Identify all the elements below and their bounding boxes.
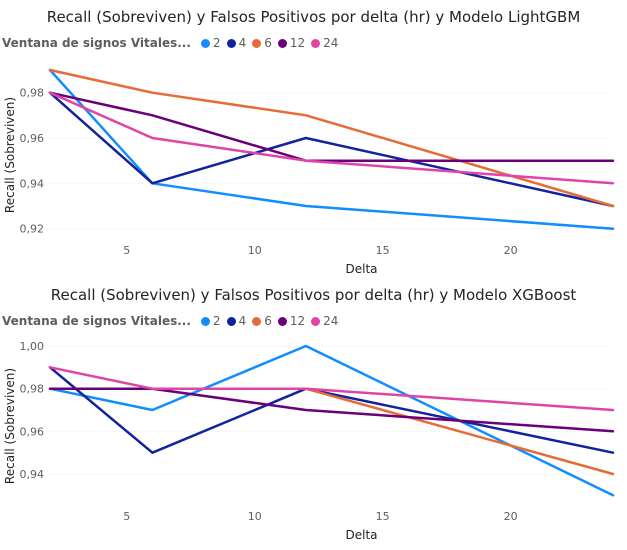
series-line-24 — [48, 366, 615, 412]
legend-label: 4 — [238, 314, 247, 328]
legend-item[interactable]: 2 — [200, 314, 221, 328]
legend-label: 4 — [238, 36, 247, 50]
line-chart-plot: 0,92 0,94 0,96 0,98 5 10 15 20 Delta Recall (Sobr… — [3, 68, 615, 276]
legend-item[interactable]: 24 — [311, 314, 338, 328]
legend-marker — [311, 316, 321, 326]
legend-label: 12 — [289, 36, 306, 50]
legend-label: 24 — [323, 314, 339, 328]
chart-title: Recall (Sobreviven) y Falsos Positivos p… — [50, 286, 577, 304]
x-tick-label: 20 — [504, 244, 518, 257]
y-tick-label: 0,94 — [20, 177, 45, 190]
y-tick-label: 0,96 — [20, 132, 45, 145]
x-axis-label: Delta — [345, 528, 377, 542]
y-axis-label: Recall (Sobreviven) — [3, 368, 17, 484]
legend-marker — [277, 316, 287, 326]
legend-item[interactable]: 12 — [277, 36, 306, 50]
legend-title: Ventana de signos Vitales... — [2, 314, 191, 328]
y-tick-label: 0,92 — [20, 223, 45, 236]
series-line-24 — [48, 91, 615, 185]
x-axis-label: Delta — [345, 262, 377, 276]
legend-item[interactable]: 6 — [252, 314, 272, 328]
legend-item[interactable]: 12 — [277, 314, 306, 328]
legend-label: 6 — [264, 314, 272, 328]
x-tick-label: 15 — [376, 244, 390, 257]
chart-panel-lightgbm: Recall (Sobreviven) y Falsos Positivos p… — [2, 8, 615, 276]
x-tick-label: 15 — [376, 510, 390, 523]
legend-marker — [277, 38, 287, 48]
legend-item[interactable]: 4 — [226, 314, 247, 328]
line-chart-plot: 0,94 0,96 0,98 1,00 5 10 15 20 Delta Recall (Sobr… — [3, 340, 615, 542]
y-axis-label: Recall (Sobreviven) — [3, 97, 17, 213]
y-tick-label: 1,00 — [20, 340, 45, 353]
legend-marker — [252, 316, 262, 326]
legend-title: Ventana de signos Vitales... — [2, 36, 191, 50]
legend-marker — [200, 38, 210, 48]
legend-item[interactable]: 4 — [226, 36, 247, 50]
chart-title: Recall (Sobreviven) y Falsos Positivos p… — [46, 8, 581, 26]
y-tick-label: 0,94 — [20, 468, 45, 481]
legend: Ventana de signos Vitales... 2 4 6 12 24 — [2, 36, 344, 50]
series-line-2 — [48, 68, 615, 230]
x-tick-label: 10 — [248, 510, 262, 523]
series-line-12 — [48, 91, 615, 162]
legend-item[interactable]: 6 — [252, 36, 272, 50]
legend-marker — [226, 316, 236, 326]
legend-item[interactable]: 24 — [311, 36, 338, 50]
x-tick-label: 10 — [248, 244, 262, 257]
y-tick-label: 0,98 — [20, 383, 45, 396]
y-tick-label: 0,98 — [20, 87, 45, 100]
legend-item[interactable]: 2 — [200, 36, 221, 50]
series-line-4 — [48, 91, 615, 208]
y-tick-label: 0,96 — [20, 425, 45, 438]
x-tick-label: 5 — [123, 244, 130, 257]
legend-marker — [252, 38, 262, 48]
legend-label: 24 — [323, 36, 339, 50]
series-line-12 — [48, 387, 615, 433]
x-tick-label: 20 — [504, 510, 518, 523]
series-line-2 — [48, 344, 615, 497]
legend: Ventana de signos Vitales... 2 4 6 12 24 — [2, 314, 344, 328]
legend-label: 2 — [212, 314, 221, 328]
legend-marker — [226, 38, 236, 48]
legend-label: 2 — [212, 36, 221, 50]
legend-marker — [311, 38, 321, 48]
series-line-4 — [48, 366, 615, 454]
legend-marker — [200, 316, 210, 326]
x-tick-label: 5 — [123, 510, 130, 523]
legend-label: 6 — [264, 36, 272, 50]
chart-panel-xgboost: Recall (Sobreviven) y Falsos Positivos p… — [0, 278, 627, 550]
legend-label: 12 — [289, 314, 306, 328]
